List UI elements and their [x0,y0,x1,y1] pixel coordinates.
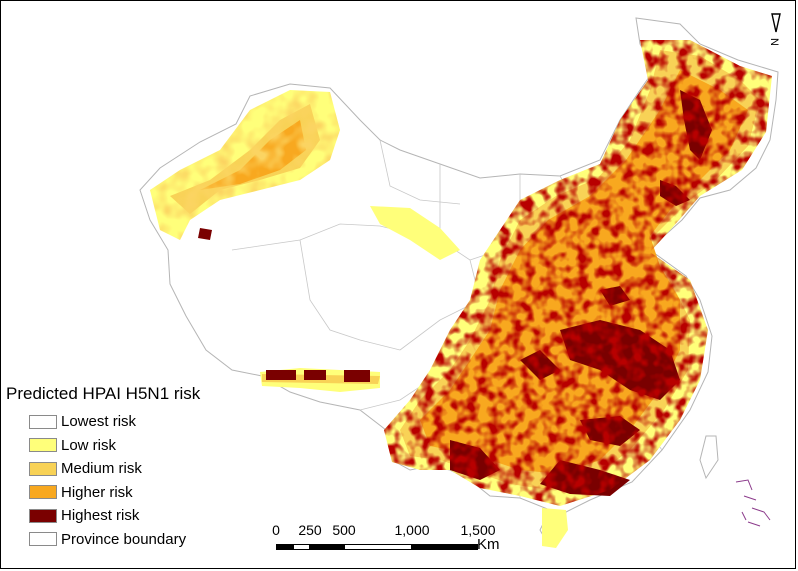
scale-tick-label: 1,500 [460,522,496,538]
scale-bar: 0 250 500 1,000 1,500 Km [270,522,510,558]
north-label: N [767,38,780,46]
legend-label: Lowest risk [61,413,137,431]
scale-segment [276,544,293,550]
scale-segment [412,544,478,550]
legend: Predicted HPAI H5N1 risk Lowest risk Low… [6,384,241,551]
scale-tick-label: 0 [272,522,280,538]
legend-swatch [29,532,57,547]
scale-segment [293,544,310,550]
legend-item-higher: Higher risk [29,481,241,505]
legend-item-highest: Highest risk [29,504,241,528]
scale-unit: Km [477,536,500,553]
taiwan-outline [699,435,719,480]
legend-item-province-boundary: Province boundary [29,528,241,552]
scale-tick-label: 500 [332,522,356,538]
legend-title: Predicted HPAI H5N1 risk [6,384,201,403]
scale-tick-label: 250 [298,522,322,538]
scale-segment [344,544,412,550]
legend-item-medium: Medium risk [29,457,241,481]
north-arrow: N [768,12,784,50]
legend-swatch [29,438,57,453]
legend-item-low: Low risk [29,434,241,458]
higher-risk-speckle [150,90,340,240]
legend-swatch [29,461,57,476]
scale-tick-label: 1,000 [394,522,430,538]
north-arrow-icon [771,13,781,33]
legend-label: Medium risk [61,460,142,478]
highest-risk-speckle [384,40,772,506]
legend-swatch [29,414,57,429]
legend-label: Province boundary [61,530,187,548]
legend-item-lowest: Lowest risk [29,410,241,434]
legend-swatch [29,508,57,523]
legend-swatch [29,485,57,500]
legend-label: Low risk [61,436,117,454]
legend-label: Higher risk [61,483,133,501]
legend-label: Highest risk [61,507,140,525]
south-china-sea-islands [735,479,771,527]
scale-segment [310,544,344,550]
